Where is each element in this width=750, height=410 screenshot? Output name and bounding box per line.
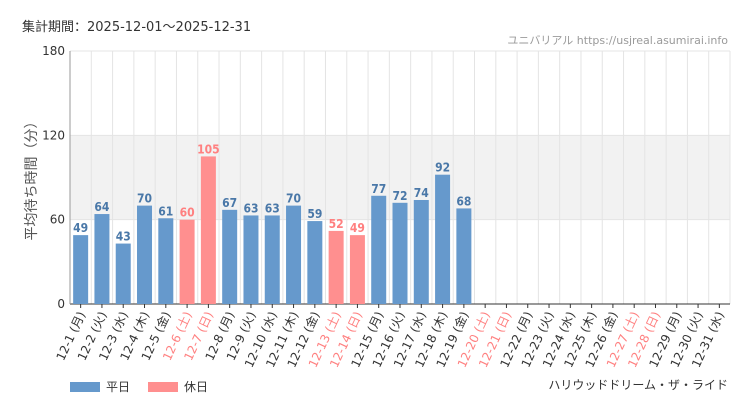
y-tick-label: 60 bbox=[50, 213, 65, 227]
bar bbox=[286, 205, 302, 304]
y-axis-label: 平均待ち時間（分） bbox=[24, 115, 40, 241]
y-tick-label: 120 bbox=[42, 128, 65, 142]
bar bbox=[94, 214, 110, 304]
site-attribution[interactable]: ユニバリアル https://usjreal.asumirai.info bbox=[507, 34, 728, 47]
legend-swatch-weekday bbox=[70, 381, 100, 392]
bar-value-label: 60 bbox=[180, 206, 195, 220]
bar-value-label: 68 bbox=[456, 194, 471, 208]
legend-swatch-holiday bbox=[148, 381, 179, 392]
bar bbox=[243, 215, 259, 304]
legend: 平日 休日 bbox=[70, 378, 226, 395]
bar bbox=[73, 235, 89, 304]
bar-value-label: 52 bbox=[329, 217, 344, 231]
bar bbox=[222, 209, 238, 304]
ride-name: ハリウッドドリーム・ザ・ライド bbox=[548, 378, 728, 392]
bar bbox=[200, 156, 216, 304]
bar bbox=[264, 215, 280, 304]
y-tick-label: 0 bbox=[57, 297, 65, 311]
bar-value-label: 70 bbox=[137, 192, 152, 206]
bar-value-label: 49 bbox=[350, 221, 365, 235]
bar-value-label: 61 bbox=[158, 204, 173, 218]
bar bbox=[179, 219, 195, 304]
bar bbox=[307, 221, 323, 304]
bar bbox=[158, 218, 174, 304]
bar-value-label: 105 bbox=[197, 142, 220, 156]
bar bbox=[137, 205, 153, 304]
bar bbox=[456, 208, 472, 304]
bar-value-label: 64 bbox=[94, 200, 110, 214]
bar-value-label: 63 bbox=[243, 201, 258, 215]
bar-value-label: 63 bbox=[265, 201, 280, 215]
bar-value-label: 92 bbox=[435, 161, 450, 175]
legend-item-holiday: 休日 bbox=[148, 378, 208, 395]
bar-value-label: 59 bbox=[307, 207, 322, 221]
bar bbox=[328, 230, 344, 304]
bar bbox=[435, 174, 451, 304]
legend-label-holiday: 休日 bbox=[184, 380, 209, 394]
bar bbox=[349, 235, 365, 304]
bar-value-label: 72 bbox=[392, 189, 407, 203]
bar-value-label: 43 bbox=[116, 230, 131, 244]
period-label: 集計期間：2025-12-01～2025-12-31 bbox=[22, 20, 252, 35]
bar-value-label: 49 bbox=[73, 221, 88, 235]
bar-value-label: 67 bbox=[222, 196, 237, 210]
bar bbox=[371, 195, 387, 304]
bar-value-label: 74 bbox=[414, 186, 430, 200]
bar bbox=[115, 243, 131, 304]
legend-item-weekday: 平日 bbox=[70, 378, 130, 395]
y-tick-label: 180 bbox=[42, 44, 65, 58]
legend-label-weekday: 平日 bbox=[106, 380, 131, 394]
bar-value-label: 77 bbox=[371, 182, 386, 196]
bar bbox=[413, 199, 429, 304]
bar bbox=[392, 202, 408, 304]
bar-value-label: 70 bbox=[286, 192, 301, 206]
